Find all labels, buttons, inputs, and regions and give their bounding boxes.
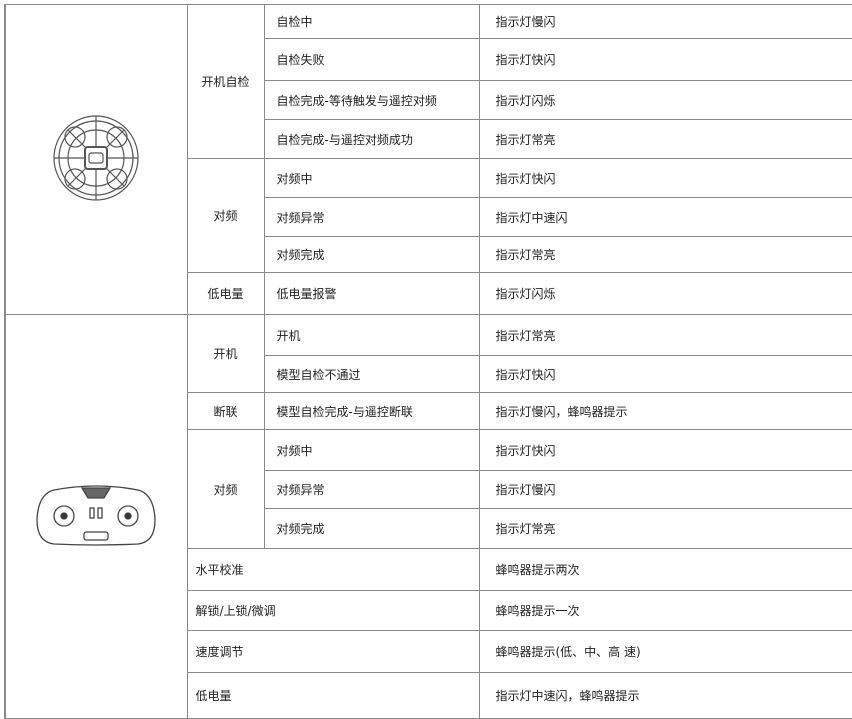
indicator-result: 指示灯闪烁 [478,80,852,120]
indicator-result: 指示灯中速闪，蜂鸣器提示 [478,672,852,719]
table-row: 自检完成-等待触发与遥控对频 指示灯闪烁 [5,80,852,120]
indicator-result: 指示灯快闪 [478,429,852,471]
indicator-result: 蜂鸣器提示一次 [478,590,852,631]
state-item: 对频完成 [263,236,480,273]
state-item: 低电量 [186,672,480,719]
indicator-result: 指示灯中速闪 [478,197,852,237]
table-row: 对频 对频中 指示灯快闪 [5,158,852,273]
table-row: 自检失败 指示灯快闪 [5,38,852,81]
group-label: 开机 [186,314,265,393]
state-item: 对频中 [263,158,480,198]
device-image-cell [4,4,188,315]
state-item: 低电量报警 [263,272,480,315]
state-item: 自检失败 [263,38,480,81]
table-row: 开机自检 自检中 指示灯慢闪 [4,4,852,315]
table-row: 对频完成 指示灯常亮 [5,236,852,273]
indicator-result: 指示灯常亮 [478,236,852,273]
table-row: 模型自检不通过 指示灯快闪 [5,355,852,393]
indicator-result: 指示灯闪烁 [478,272,852,315]
indicator-result: 指示灯慢闪 [478,4,852,39]
indicator-result: 指示灯慢闪 [478,470,852,509]
group-label: 开机自检 [186,4,265,159]
state-item: 自检完成-与遥控对频成功 [263,119,480,159]
group-label: 对频 [186,158,265,273]
group-label: 低电量 [186,272,265,315]
state-item: 对频异常 [263,470,480,509]
group-label: 断联 [186,392,265,430]
group-label: 对频 [186,429,265,549]
state-item: 模型自检不通过 [263,355,480,393]
table-row: 对频完成 指示灯常亮 [5,508,852,549]
table-row: 断联 模型自检完成-与遥控断联 指示灯慢闪，蜂鸣器提示 [5,392,852,430]
state-item: 模型自检完成-与遥控断联 [263,392,480,430]
state-item: 对频异常 [263,197,480,237]
state-item: 水平校准 [186,548,480,591]
state-item: 对频完成 [263,508,480,549]
state-item: 开机 [263,314,480,356]
device-image-cell [4,314,188,719]
indicator-result: 指示灯常亮 [478,314,852,356]
indicator-result: 指示灯快闪 [478,355,852,393]
indicator-result: 指示灯常亮 [478,508,852,549]
controller-icon [36,485,156,546]
state-item: 速度调节 [186,630,480,673]
indicator-result: 蜂鸣器提示两次 [478,548,852,591]
drone-icon [53,115,139,201]
indicator-result: 指示灯慢闪，蜂鸣器提示 [478,392,852,430]
table-row: 速度调节 蜂鸣器提示(低、中、高 速) [5,630,852,673]
state-item: 自检完成-等待触发与遥控对频 [263,80,480,120]
indicator-result: 蜂鸣器提示(低、中、高 速) [478,630,852,673]
indicator-result: 指示灯常亮 [478,119,852,159]
state-item: 自检中 [263,4,480,39]
status-table: 开机自检 自检中 指示灯慢闪 自检失败 指示灯快闪 自检完成-等待触发与遥控对频 指示灯闪烁… [4,4,852,719]
state-item: 解锁/上锁/微调 [186,590,480,631]
table-row: 开机 开机 指示灯常亮 [4,314,852,719]
indicator-result: 指示灯快闪 [478,158,852,198]
table-row: 低电量 指示灯中速闪，蜂鸣器提示 [5,672,852,719]
state-item: 对频中 [263,429,480,471]
indicator-result: 指示灯快闪 [478,38,852,81]
